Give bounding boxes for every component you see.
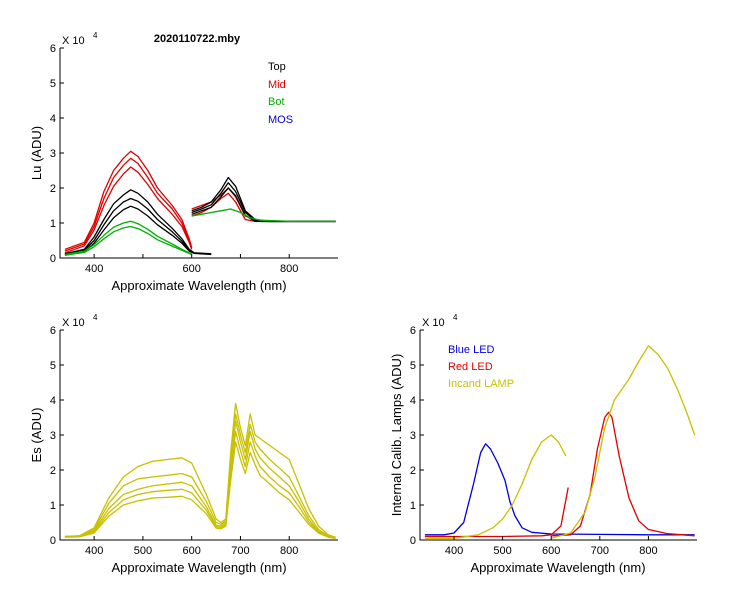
lu-series-top-line-2 [64,205,212,256]
calib-panel: X 10 4 Internal Calib. Lamps (ADU) Appro… [389,313,697,575]
es-x-axis-label: Approximate Wavelength (nm) [111,560,286,575]
es-y-tick-label: 4 [50,395,56,407]
calib-multiplier-base: X 10 [422,317,445,329]
es-x-tick-label: 600 [183,545,201,557]
lu-series-mid-line-0 [64,150,193,250]
es-x-tick-label: 700 [231,545,249,557]
lu-legend-top: Top [268,61,286,73]
lu-series-top-line-4 [191,182,336,222]
lu-legend-mid: Mid [268,79,286,91]
lu-y-tick-label: 4 [50,113,56,125]
lu-y-tick-label: 5 [50,78,56,90]
calib-y-tick-label: 1 [410,500,416,512]
es-y-tick-label: 5 [50,360,56,372]
calib-y-tick-label: 0 [410,535,416,547]
lu-legend-mos: MOS [268,114,293,126]
calib-series-blue-led-line-0 [424,443,695,536]
lu-x-tick-label: 400 [85,263,103,275]
calib-x-tick-label: 800 [639,545,657,557]
es-series-es-line-4 [64,441,336,539]
lu-series-bot-line-1 [64,225,192,256]
calib-y-tick-label: 3 [410,430,416,442]
calib-series-red-led-line-0 [424,487,569,538]
lu-axes-frame [59,48,338,259]
calib-legend-incand-lamp: Incand LAMP [448,378,514,390]
calib-x-axis-label: Approximate Wavelength (nm) [470,560,645,575]
calib-legend-blue-led: Blue LED [448,344,495,356]
lu-series-bot-line-0 [64,220,192,256]
calib-legend-red-led: Red LED [448,361,493,373]
figure-title: 2020110722.mby [154,33,241,45]
lu-y-tick-label: 1 [50,218,56,230]
calib-x-tick-label: 400 [445,545,463,557]
es-multiplier-exponent: 4 [93,313,98,322]
lu-series-top-line-0 [64,189,212,255]
es-series-es-line-2 [64,420,336,539]
es-y-tick-label: 6 [50,325,56,337]
lu-x-tick-label: 800 [280,263,298,275]
lu-y-tick-label: 3 [50,148,56,160]
calib-series-incand-lamp-line-0 [424,434,567,539]
es-series-es-line-1 [64,413,336,539]
es-series-es-line-0 [64,402,336,538]
lu-multiplier-base: X 10 [62,35,85,47]
lu-panel: X 10 4 Lu (ADU) Approximate Wavelength (… [29,31,338,293]
lu-legend: Top Mid Bot MOS [268,61,293,126]
lu-y-tick-label: 2 [50,183,56,195]
calib-y-axis-label: Internal Calib. Lamps (ADU) [389,354,404,517]
calib-y-tick-label: 2 [410,465,416,477]
calib-x-tick-label: 500 [493,545,511,557]
calib-legend: Blue LED Red LED Incand LAMP [448,344,514,390]
lu-multiplier-exponent: 4 [93,31,98,40]
lu-legend-bot: Bot [268,96,285,108]
es-y-tick-label: 1 [50,500,56,512]
lu-series-bot-line-2 [191,208,336,222]
calib-y-tick-label: 6 [410,325,416,337]
lu-series-top-line-1 [64,197,212,256]
calib-x-tick-label: 700 [591,545,609,557]
calib-series-incand-lamp-line-1 [551,345,696,539]
lu-y-axis-label: Lu (ADU) [29,126,44,180]
calib-x-tick-label: 600 [542,545,560,557]
calib-multiplier-exponent: 4 [453,313,458,322]
es-x-tick-label: 400 [85,545,103,557]
es-y-axis-label: Es (ADU) [29,408,44,463]
es-multiplier-base: X 10 [62,317,85,329]
es-y-tick-label: 2 [50,465,56,477]
lu-series-mid-line-2 [64,166,193,254]
lu-x-tick-label: 600 [183,263,201,275]
es-x-tick-label: 800 [280,545,298,557]
es-panel: X 10 4 Es (ADU) Approximate Wavelength (… [29,313,338,575]
lu-y-tick-label: 0 [50,253,56,265]
lu-x-axis-label: Approximate Wavelength (nm) [111,278,286,293]
es-y-tick-label: 3 [50,430,56,442]
lu-series-top-line-5 [191,187,336,223]
es-series-es-line-3 [64,430,336,539]
lu-y-tick-label: 6 [50,43,56,55]
es-x-tick-label: 500 [134,545,152,557]
lu-series-top-line-3 [191,176,336,222]
es-y-tick-label: 0 [50,535,56,547]
calib-y-tick-label: 5 [410,360,416,372]
calib-y-tick-label: 4 [410,395,416,407]
calib-series-red-led-line-1 [551,411,695,537]
lu-series-mid-line-1 [64,157,193,252]
lu-series-mid-line-4 [191,192,336,222]
